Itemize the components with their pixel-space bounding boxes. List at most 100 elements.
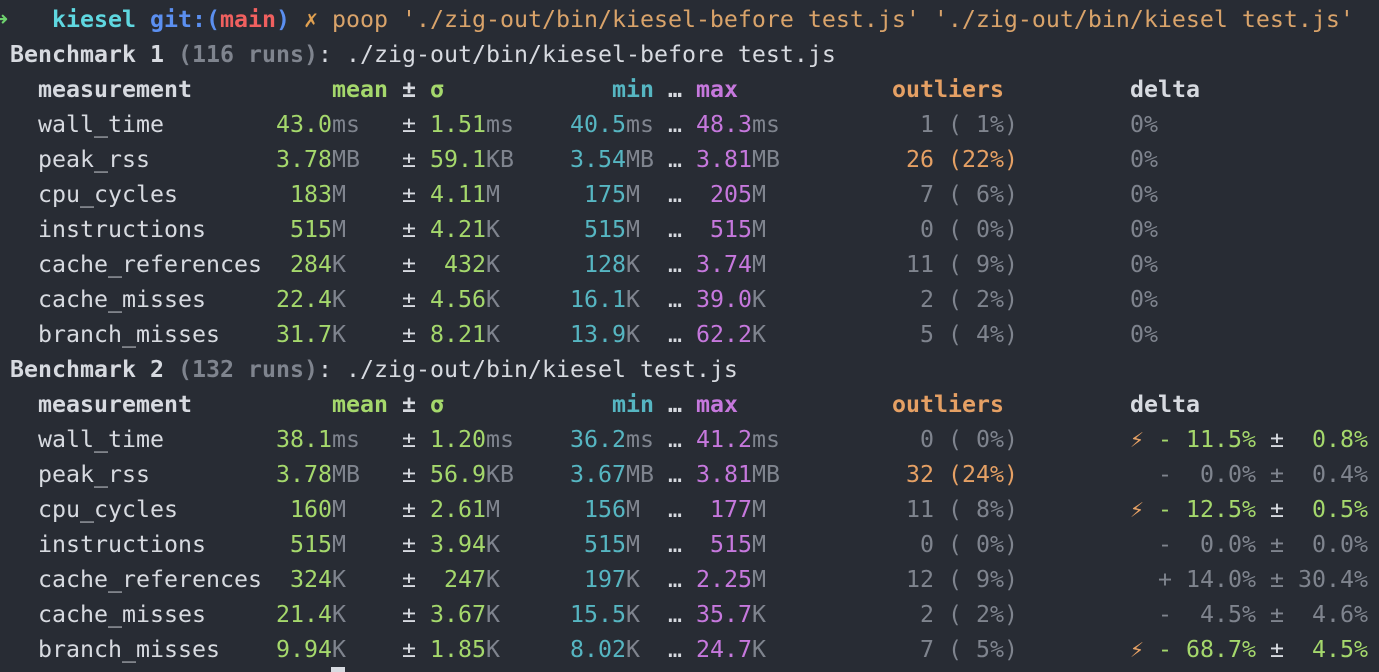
cursor xyxy=(331,667,345,672)
max-unit: ms xyxy=(752,426,780,453)
header: mean xyxy=(332,391,388,418)
ellipsis: … xyxy=(668,216,682,243)
min-value: 156 xyxy=(584,496,626,523)
plus-minus: ± xyxy=(402,216,416,243)
ellipsis: … xyxy=(668,321,682,348)
plus-minus: ± xyxy=(402,601,416,628)
delta-value: 0% xyxy=(1130,286,1158,313)
benchmark-runs: (116 runs) xyxy=(178,41,318,68)
prompt-dir: kiesel xyxy=(52,6,136,33)
header: outliers xyxy=(892,76,1004,103)
mean-value: 21.4 xyxy=(276,601,332,628)
mean-value: 3.78 xyxy=(276,146,332,173)
header: σ xyxy=(430,391,444,418)
max-value: 41.2 xyxy=(696,426,752,453)
max-value: 24.7 xyxy=(696,636,752,663)
benchmark-colon: : xyxy=(318,41,332,68)
delta-value: 68.7% xyxy=(1186,636,1256,663)
measurement-name: peak_rss xyxy=(38,461,150,488)
sd-unit: M xyxy=(486,496,500,523)
mean-value: 38.1 xyxy=(276,426,332,453)
delta-sign: - xyxy=(1158,636,1172,663)
outliers: 0 ( 0%) xyxy=(920,531,1018,558)
delta-error: 0.8% xyxy=(1312,426,1368,453)
measurement-name: cache_misses xyxy=(38,286,206,313)
prompt-branch: main xyxy=(220,6,276,33)
plus-minus: ± xyxy=(1270,461,1284,488)
measurement-name: peak_rss xyxy=(38,146,150,173)
min-value: 3.67 xyxy=(570,461,626,488)
mean-unit: ms xyxy=(332,426,360,453)
measurement-name: cpu_cycles xyxy=(38,181,178,208)
max-unit: MB xyxy=(752,146,780,173)
plus-minus: ± xyxy=(1270,531,1284,558)
delta-value: 0% xyxy=(1130,111,1158,138)
measurement-name: wall_time xyxy=(38,426,164,453)
min-value: 40.5 xyxy=(570,111,626,138)
measurement-name: cache_references xyxy=(38,566,262,593)
max-value: 39.0 xyxy=(696,286,752,313)
ellipsis: … xyxy=(668,251,682,278)
min-value: 3.54 xyxy=(570,146,626,173)
min-unit: K xyxy=(626,321,640,348)
sd-unit: K xyxy=(486,251,500,278)
max-value: 48.3 xyxy=(696,111,752,138)
min-value: 515 xyxy=(584,531,626,558)
measurement-name: cache_misses xyxy=(38,601,206,628)
plus-minus: ± xyxy=(1270,566,1284,593)
mean-value: 31.7 xyxy=(276,321,332,348)
sd-value: 4.56 xyxy=(430,286,486,313)
sd-unit: K xyxy=(486,531,500,558)
ellipsis: … xyxy=(668,146,682,173)
max-unit: ms xyxy=(752,111,780,138)
sd-unit: K xyxy=(486,566,500,593)
header: min xyxy=(612,76,654,103)
ellipsis: … xyxy=(668,181,682,208)
outliers: 12 ( 9%) xyxy=(906,566,1018,593)
delta-sign: + xyxy=(1158,566,1172,593)
delta-value: 0% xyxy=(1130,251,1158,278)
header: max xyxy=(696,391,738,418)
prompt-command: poop './zig-out/bin/kiesel-before test.j… xyxy=(332,6,1354,33)
min-value: 16.1 xyxy=(570,286,626,313)
mean-value: 183 xyxy=(290,181,332,208)
max-unit: K xyxy=(752,601,766,628)
min-unit: K xyxy=(626,286,640,313)
plus-minus: ± xyxy=(402,286,416,313)
max-unit: M xyxy=(752,181,766,208)
delta-icon: ⚡ xyxy=(1130,496,1144,523)
delta-sign: - xyxy=(1158,461,1172,488)
min-unit: K xyxy=(626,566,640,593)
outliers: 32 (24%) xyxy=(906,461,1018,488)
max-value: 515 xyxy=(710,531,752,558)
measurement-name: branch_misses xyxy=(38,636,220,663)
header: σ xyxy=(430,76,444,103)
mean-value: 515 xyxy=(290,531,332,558)
benchmark-label: Benchmark 2 xyxy=(10,356,164,383)
sd-unit: KB xyxy=(486,146,514,173)
sd-unit: ms xyxy=(486,426,514,453)
sd-unit: M xyxy=(486,181,500,208)
min-unit: M xyxy=(626,496,640,523)
delta-sign: - xyxy=(1158,531,1172,558)
min-unit: MB xyxy=(626,461,654,488)
measurement-name: branch_misses xyxy=(38,321,220,348)
header: ± xyxy=(402,391,416,418)
plus-minus: ± xyxy=(1270,601,1284,628)
header: mean xyxy=(332,76,388,103)
plus-minus: ± xyxy=(1270,496,1284,523)
ellipsis: … xyxy=(668,636,682,663)
outliers: 26 (22%) xyxy=(906,146,1018,173)
mean-value: 3.78 xyxy=(276,461,332,488)
mean-value: 9.94 xyxy=(276,636,332,663)
min-unit: M xyxy=(626,531,640,558)
plus-minus: ± xyxy=(1270,636,1284,663)
min-unit: M xyxy=(626,216,640,243)
benchmark-command: ./zig-out/bin/kiesel-before test.js xyxy=(346,41,836,68)
delta-error: 30.4% xyxy=(1298,566,1368,593)
mean-unit: K xyxy=(332,601,346,628)
delta-value: 12.5% xyxy=(1186,496,1256,523)
mean-unit: M xyxy=(332,531,346,558)
min-value: 8.02 xyxy=(570,636,626,663)
